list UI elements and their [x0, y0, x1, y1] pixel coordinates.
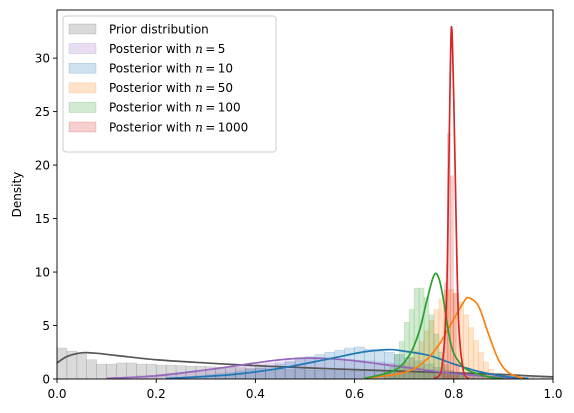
legend-swatch-3 — [68, 82, 97, 94]
histogram-layer — [56, 132, 554, 380]
hist-bar-series-0-bin-0 — [56, 347, 68, 380]
hist-bar-series-2-bin-7 — [235, 370, 246, 380]
hist-bar-series-0-bin-6 — [116, 362, 127, 380]
kde-line-series-3 — [364, 296, 524, 380]
hist-bar-series-2-bin-16 — [324, 352, 336, 380]
legend-swatch-0 — [68, 23, 97, 35]
hist-bar-series-2-bin-12 — [284, 361, 296, 380]
kde-line-series-1 — [106, 357, 529, 380]
x-tick-label-4: 0.8 — [444, 387, 463, 401]
legend-label-1: Posterior with n = 5 — [109, 42, 225, 56]
y-tick-label-5: 25 — [35, 105, 50, 119]
x-tick-label-3: 0.6 — [345, 387, 364, 401]
hist-bar-series-2-bin-13 — [294, 358, 306, 380]
hist-bar-series-2-bin-18 — [344, 347, 355, 380]
kde-curves-layer — [56, 25, 554, 380]
legend-label-3: Posterior with n = 50 — [109, 81, 233, 95]
kde-line-series-2 — [166, 348, 529, 380]
y-tick-label-3: 15 — [35, 212, 50, 226]
legend-swatch-4 — [68, 102, 97, 113]
y-tick-label-4: 20 — [35, 158, 50, 172]
hist-bar-series-0-bin-2 — [76, 354, 88, 380]
plot-frame — [56, 9, 554, 380]
legend-swatch-2 — [68, 62, 97, 74]
legend-label-0: Prior distribution — [109, 22, 209, 36]
y-tick-label-0: 0 — [42, 372, 50, 386]
hist-bar-series-0-bin-4 — [96, 363, 107, 380]
y-tick-label-6: 30 — [35, 51, 50, 65]
x-tick-label-1: 0.2 — [147, 387, 166, 401]
y-tick-label-2: 10 — [35, 265, 50, 279]
x-tick-label-0: 0.0 — [47, 387, 66, 401]
axes-layer: 0.0 0.2 0.4 0.6 0.8 1.0 0 5 10 15 20 25 30 — [35, 51, 563, 401]
y-axis-label: Density — [10, 172, 24, 218]
legend-label-4: Posterior with n = 100 — [109, 101, 241, 115]
hist-bar-series-2-bin-20 — [364, 348, 375, 380]
hist-bar-series-4-bin-9 — [428, 314, 435, 380]
hist-bar-series-0-bin-5 — [106, 363, 117, 380]
hist-bar-series-2-bin-9 — [255, 367, 266, 380]
hist-bar-series-5-bin-4 — [453, 293, 457, 380]
legend-label-5: Posterior with n = 1000 — [109, 120, 248, 134]
legend: Prior distribution Posterior with n = 5 Po… — [62, 15, 277, 153]
x-tick-label-5: 1.0 — [543, 387, 562, 401]
legend-swatch-1 — [68, 43, 97, 54]
kde-line-series-4 — [364, 272, 504, 380]
hist-bar-series-0-bin-3 — [86, 359, 97, 380]
hist-bar-series-2-bin-10 — [265, 365, 276, 380]
legend-frame — [62, 15, 277, 153]
hist-bar-series-4-bin-1 — [389, 366, 395, 380]
y-tick-label-1: 5 — [42, 319, 50, 333]
x-tick-label-2: 0.4 — [246, 387, 265, 401]
kde-line-series-5 — [433, 25, 470, 380]
legend-label-2: Posterior with n = 10 — [109, 62, 233, 76]
hist-bar-series-2-bin-8 — [245, 369, 256, 380]
legend-swatch-5 — [68, 121, 97, 133]
hist-bar-series-2-bin-17 — [334, 349, 345, 380]
